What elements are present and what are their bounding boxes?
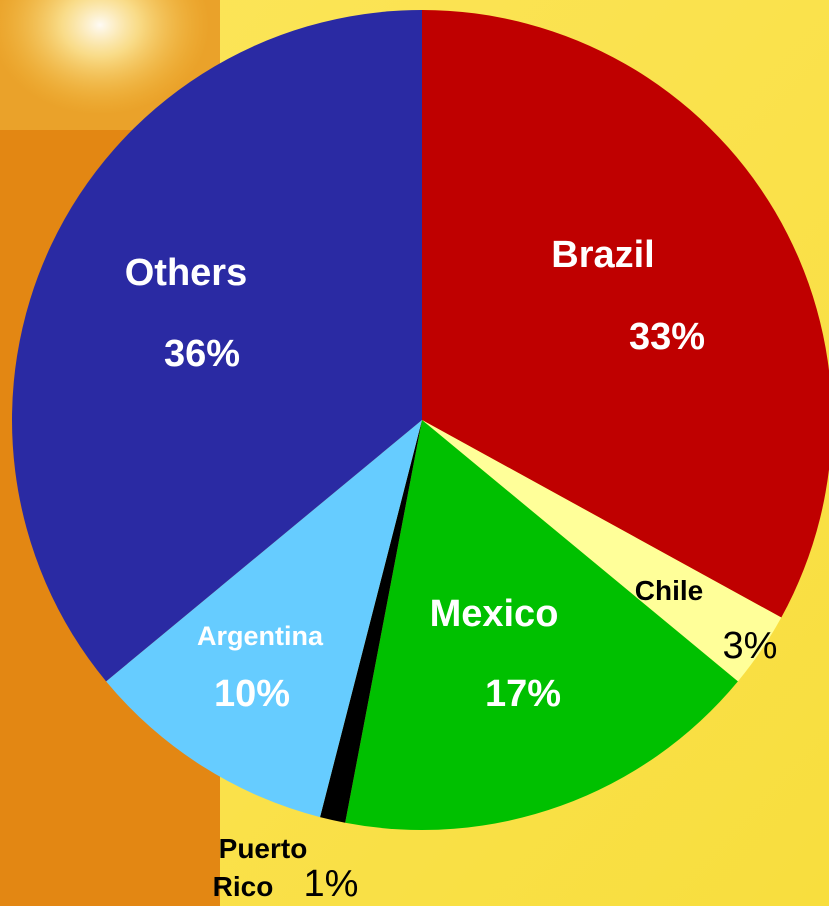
slice-label-puerto-rico-line1: Puerto	[219, 833, 308, 864]
slice-value-brazil: 33%	[629, 316, 705, 358]
slice-value-argentina: 10%	[214, 673, 290, 715]
pie-slice-mexico	[345, 420, 738, 831]
slice-value-mexico: 17%	[485, 673, 561, 715]
pie-slices	[12, 10, 829, 831]
pie-slice-chile	[422, 420, 782, 682]
pie-slice-others	[12, 10, 422, 682]
pie-slice-argentina	[106, 420, 422, 818]
slice-label-argentina: Argentina	[197, 621, 324, 651]
slice-label-brazil: Brazil	[551, 234, 654, 276]
background-glow	[0, 0, 210, 115]
slice-value-puerto-rico: 1%	[304, 863, 359, 905]
slice-value-others: 36%	[164, 333, 240, 375]
slice-label-chile: Chile	[635, 575, 703, 606]
pie-slice-brazil	[422, 10, 829, 618]
slice-label-puerto-rico-line2: Rico	[213, 871, 274, 902]
pie-labels: Brazil 33% Chile 3% Mexico 17% Puerto Ri…	[125, 234, 778, 905]
pie-slice-puerto-rico	[320, 420, 422, 823]
slice-label-others: Others	[125, 252, 247, 294]
slice-label-mexico: Mexico	[430, 593, 559, 635]
slice-value-chile: 3%	[723, 625, 778, 667]
